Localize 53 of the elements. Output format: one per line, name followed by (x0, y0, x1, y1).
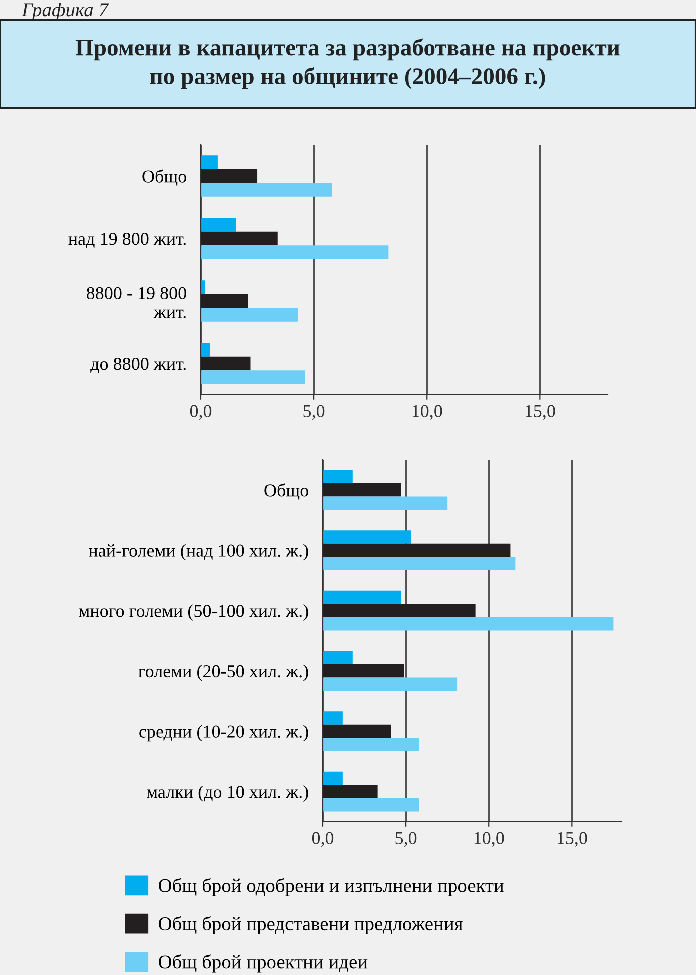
bar (201, 370, 306, 384)
bar (323, 664, 404, 678)
bar (323, 590, 402, 604)
y-tick-label: 8800 - 19 800 жит. (86, 287, 186, 318)
bar (323, 678, 458, 692)
text: Графика 7 (22, 3, 110, 21)
bar (201, 218, 236, 232)
bar (323, 496, 448, 510)
bar (201, 294, 248, 308)
y-tick-label: Общо (264, 484, 308, 500)
bar (201, 280, 206, 294)
bar (323, 530, 412, 544)
legend-label: Общ брой одобрени и изпълнени проекти (159, 878, 504, 896)
legend-label: Общ брой проектни идеи (159, 954, 368, 973)
x-tick-label: 5,0 (396, 832, 417, 848)
bar (323, 785, 378, 798)
chart-title: Промени в капацитета за разработване на проекти по размер на общините (2004–2006 г.) (76, 38, 620, 90)
bar (323, 470, 353, 484)
bar (201, 308, 298, 322)
bar (323, 738, 420, 752)
bar (323, 798, 420, 812)
x-tick-label: 5,0 (304, 405, 325, 420)
x-tick-label: 0,0 (312, 832, 334, 848)
x-tick-label: 0,0 (190, 405, 212, 420)
bar (201, 246, 389, 260)
bar (323, 617, 614, 631)
bar (201, 183, 332, 197)
bar (323, 712, 343, 725)
x-tick-label: 15,0 (526, 405, 556, 420)
bar (201, 356, 251, 371)
y-tick-label: много големи (50-100 хил. ж.) (79, 604, 308, 621)
legend-label: Общ брой представени предложения (159, 916, 463, 935)
bar (323, 651, 353, 665)
bar (323, 772, 343, 786)
bar (201, 232, 278, 246)
y-tick-label: средни (10-20 хил. ж.) (140, 725, 308, 742)
bar (323, 724, 392, 738)
y-tick-label: Общо (142, 170, 186, 186)
y-tick-label: до 8800 жит. (90, 358, 186, 374)
y-tick-label: големи (20-50 хил. ж.) (138, 664, 308, 682)
bar (323, 604, 476, 618)
bar (323, 557, 516, 570)
x-tick-label: 15,0 (558, 832, 588, 848)
bar (201, 169, 258, 184)
x-tick-label: 10,0 (412, 405, 442, 420)
bar (201, 156, 218, 170)
bar (323, 484, 402, 497)
y-tick-label: малки (до 10 хил. ж.) (147, 786, 308, 802)
x-tick-label: 10,0 (474, 832, 504, 848)
y-tick-label: над 19 800 жит. (68, 233, 186, 249)
y-tick-label: най-големи (над 100 хил. ж.) (89, 544, 308, 561)
bar (201, 343, 210, 357)
bar (323, 544, 511, 558)
